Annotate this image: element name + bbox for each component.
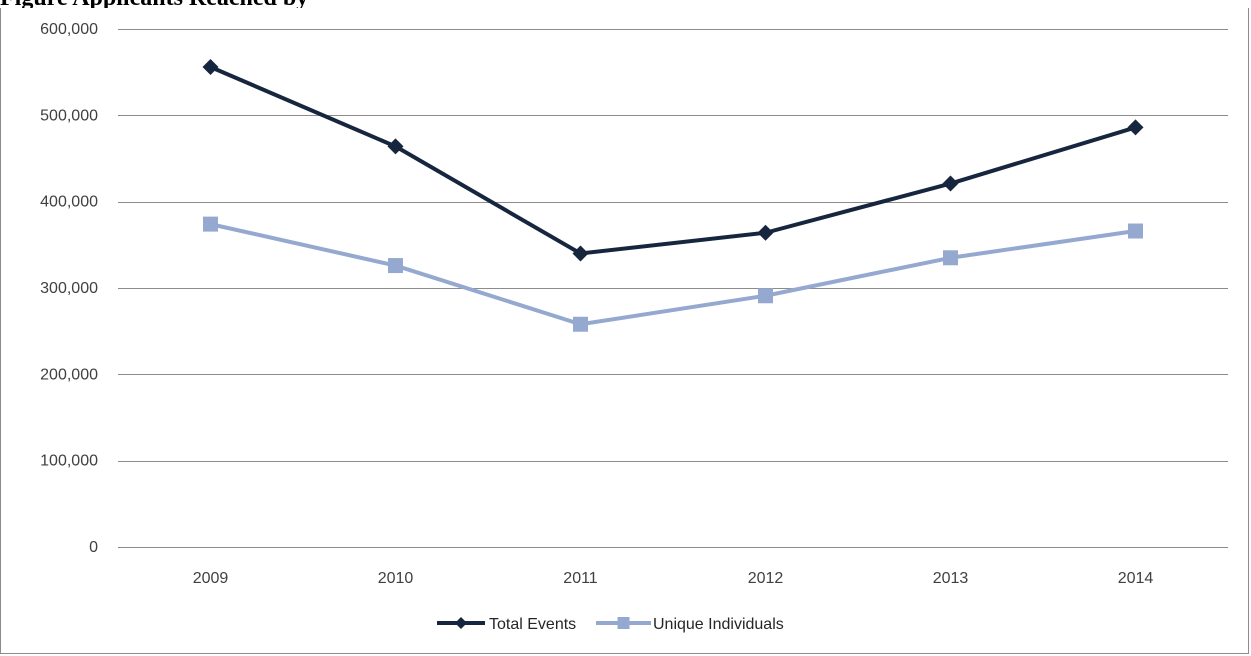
x-tick-label: 2010 [378, 570, 414, 587]
data-point [757, 224, 774, 241]
legend-label: Total Events [489, 616, 576, 633]
y-tick-label: 300,000 [40, 280, 98, 297]
y-tick-label: 500,000 [40, 107, 98, 124]
figure-title: Figure Applicants Reached by [0, 0, 308, 10]
x-tick-label: 2014 [1118, 570, 1154, 587]
data-point [943, 250, 958, 266]
legend-marker-diamond [455, 617, 467, 629]
series-lines [202, 58, 1144, 332]
y-tick-label: 100,000 [40, 453, 98, 470]
data-point [387, 138, 404, 155]
legend-label: Unique Individuals [653, 616, 784, 633]
y-tick-label: 0 [89, 539, 98, 556]
data-point [388, 258, 403, 274]
x-axis-tick-labels: 2009 2010 2011 2012 2013 2014 [193, 570, 1154, 587]
data-point [203, 216, 218, 232]
x-tick-label: 2009 [193, 570, 229, 587]
data-point [1127, 119, 1144, 136]
data-point [1128, 223, 1143, 239]
x-tick-label: 2013 [933, 570, 969, 587]
series-line-0 [209, 65, 1137, 256]
y-axis-tick-labels: 0 100,000 200,000 300,000 400,000 500,000 600,… [40, 21, 98, 556]
series-line-1 [210, 222, 1136, 327]
data-point [758, 288, 773, 304]
legend: Total Events Unique Individuals [437, 616, 784, 633]
y-tick-label: 200,000 [40, 366, 98, 383]
gridlines [118, 29, 1228, 462]
x-tick-label: 2012 [748, 570, 784, 587]
data-point [573, 316, 588, 332]
legend-marker-square [617, 617, 630, 629]
data-point [572, 245, 589, 262]
x-tick-label: 2011 [563, 570, 598, 587]
data-point [202, 58, 219, 75]
y-tick-label: 400,000 [40, 194, 98, 211]
data-point [942, 175, 959, 192]
y-tick-label: 600,000 [40, 21, 98, 38]
